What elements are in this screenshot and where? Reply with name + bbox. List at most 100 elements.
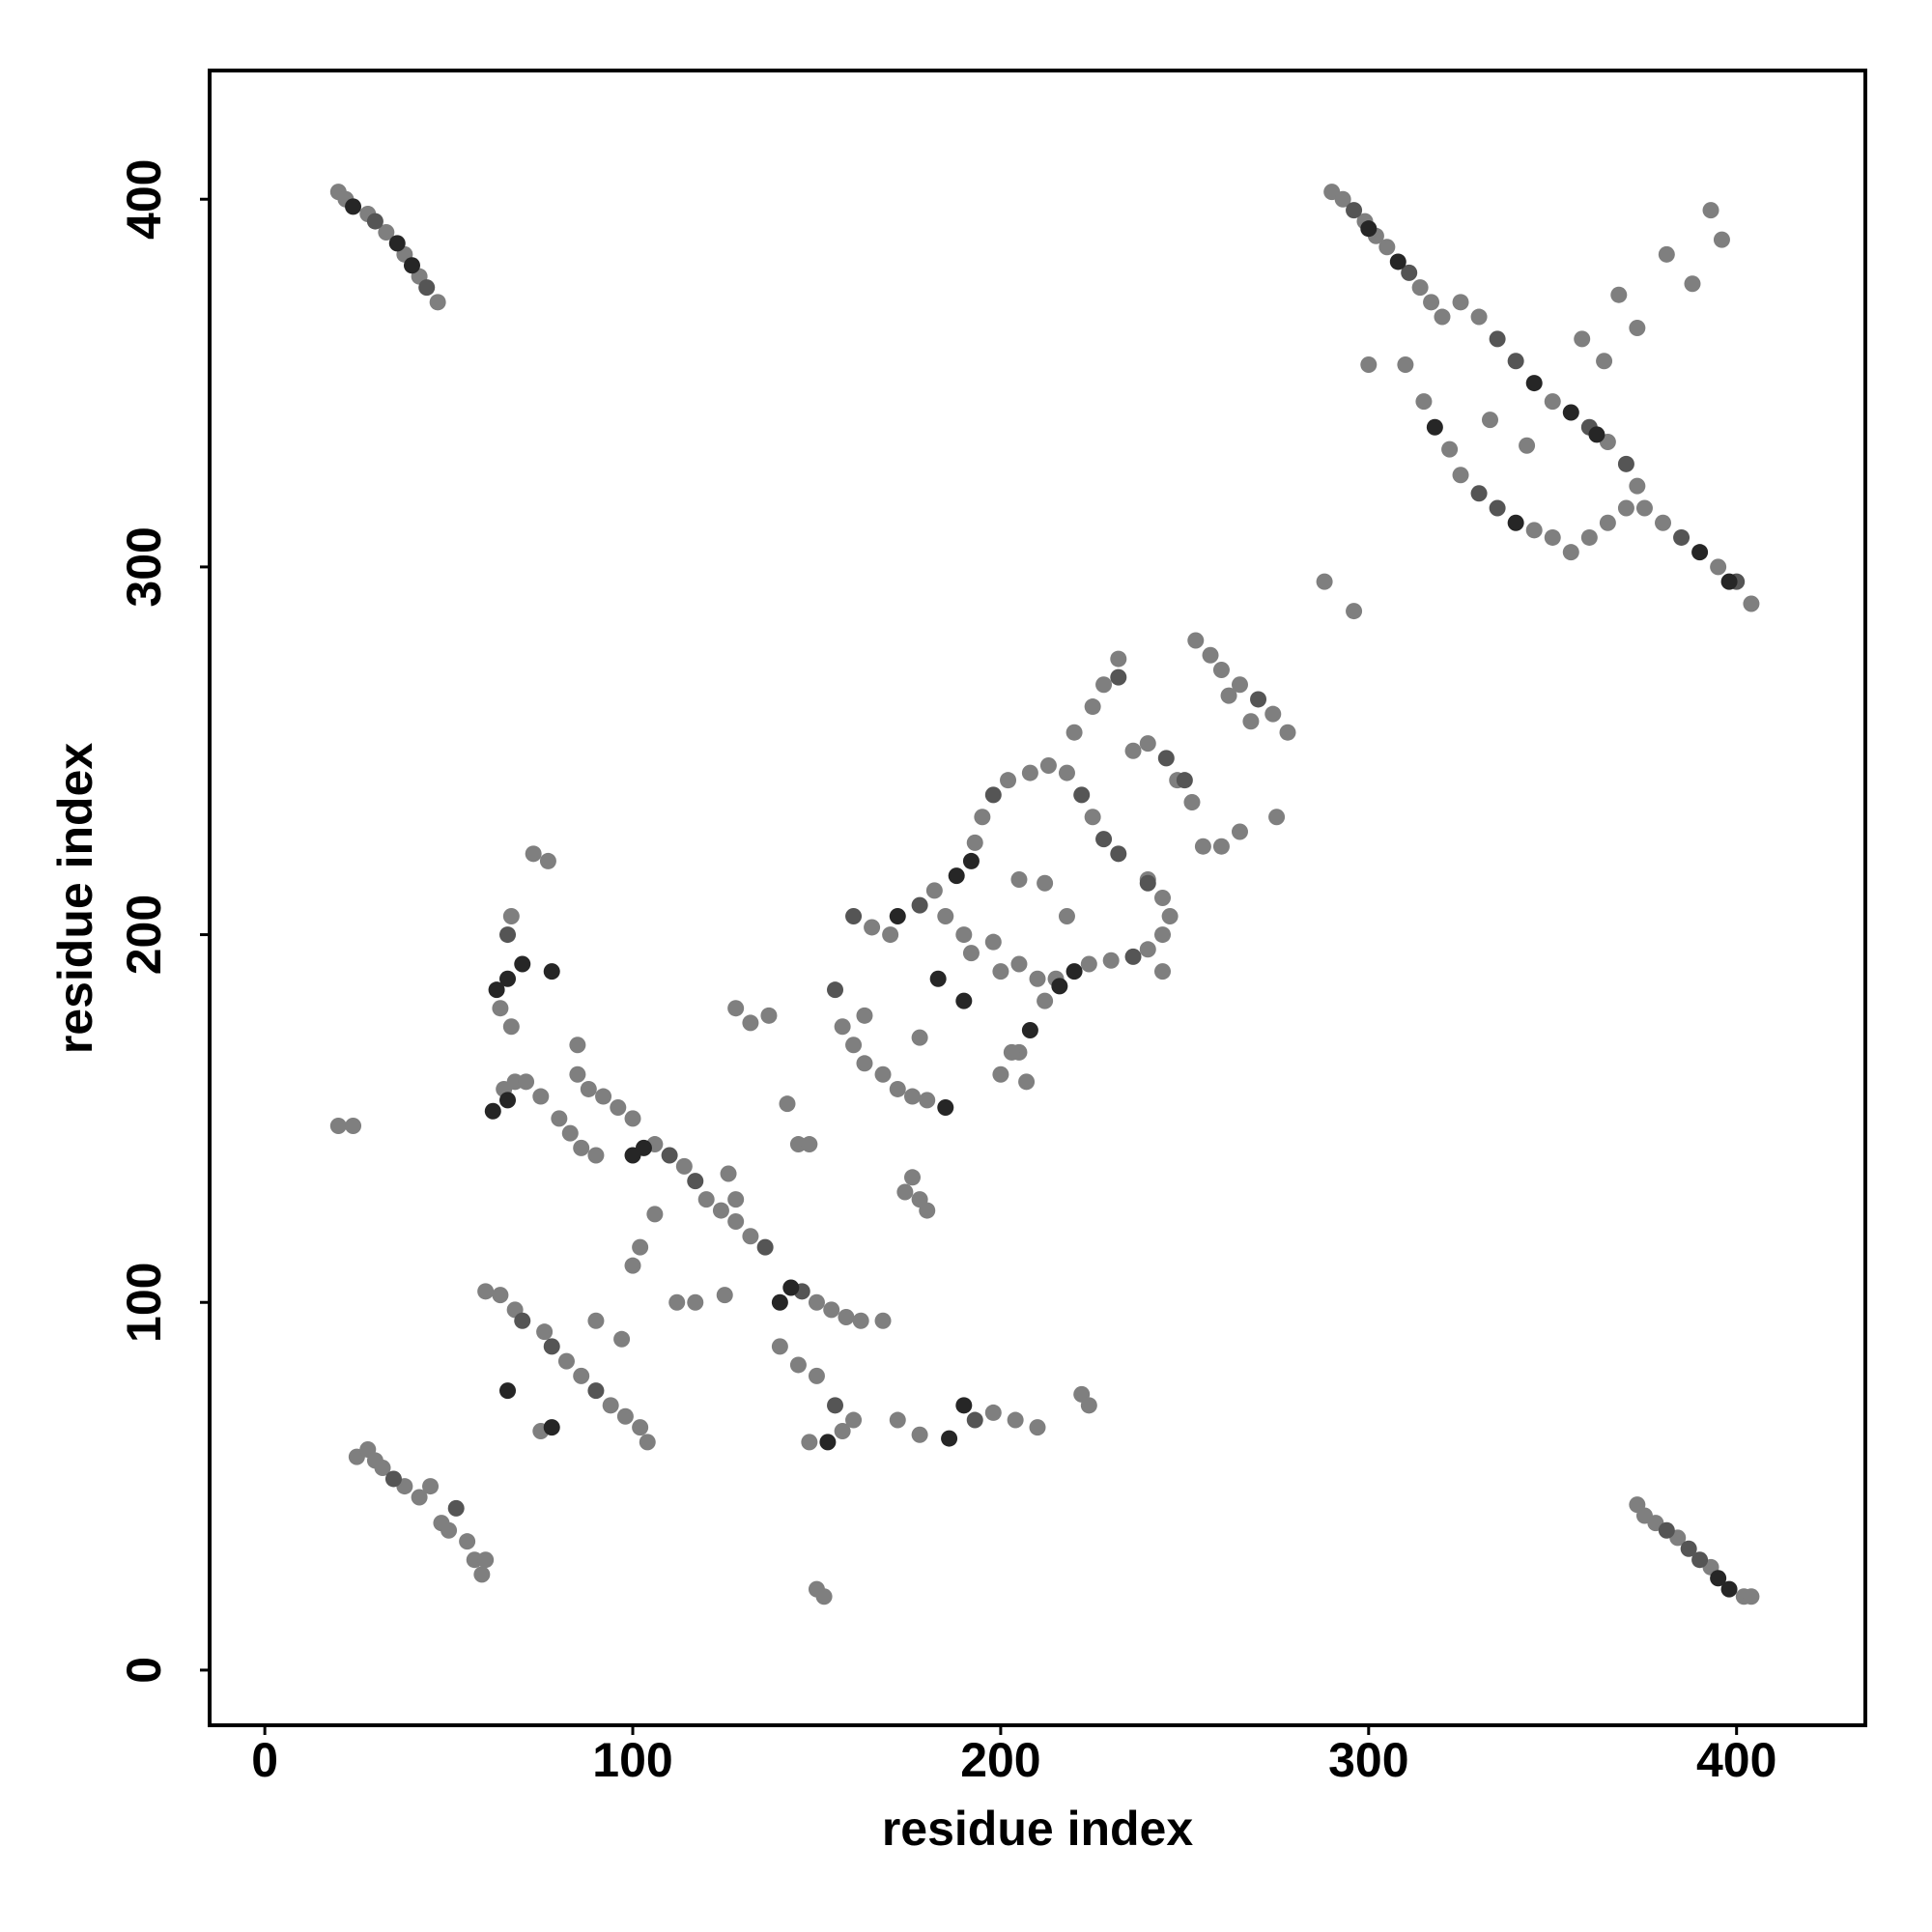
point: [1154, 890, 1172, 906]
point: [1599, 514, 1616, 531]
point: [911, 1029, 928, 1046]
point: [1000, 772, 1017, 789]
point: [1080, 1397, 1097, 1414]
point: [477, 1283, 495, 1300]
point: [1021, 1022, 1038, 1039]
point: [602, 1397, 619, 1414]
point: [941, 1430, 958, 1447]
point: [1095, 676, 1113, 694]
point: [1673, 528, 1690, 546]
point: [1743, 595, 1760, 612]
point: [687, 1293, 704, 1311]
point: [1039, 756, 1057, 774]
point: [1710, 558, 1727, 576]
point: [366, 213, 384, 230]
point: [1007, 1411, 1024, 1429]
point: [525, 845, 542, 863]
point: [616, 1407, 634, 1425]
plot-area: [329, 184, 1760, 1605]
point: [492, 1000, 509, 1017]
point: [1102, 952, 1120, 969]
point: [484, 1102, 501, 1120]
point: [1415, 393, 1433, 411]
point: [992, 963, 1009, 980]
point: [1065, 963, 1083, 980]
point: [801, 1434, 818, 1451]
point: [1242, 713, 1260, 730]
point: [1378, 239, 1396, 256]
point: [1596, 353, 1613, 370]
point: [1051, 978, 1068, 995]
point: [984, 786, 1002, 804]
point: [815, 1588, 833, 1605]
point: [1680, 1540, 1697, 1557]
point: [580, 1080, 597, 1097]
point: [635, 1139, 652, 1156]
point: [624, 1110, 641, 1127]
point: [856, 1055, 873, 1072]
point: [1231, 823, 1248, 840]
point: [827, 1397, 844, 1414]
point: [1452, 467, 1469, 484]
point: [488, 981, 505, 999]
point: [948, 867, 965, 885]
point: [889, 908, 906, 925]
point: [1525, 522, 1543, 539]
point: [823, 1301, 840, 1319]
point: [882, 926, 899, 944]
point: [1346, 202, 1363, 219]
point: [1010, 955, 1028, 973]
point: [1279, 724, 1296, 741]
point: [1316, 573, 1333, 590]
point: [499, 1092, 517, 1109]
point: [1507, 514, 1524, 531]
point: [1629, 477, 1646, 495]
point: [742, 1228, 759, 1245]
y-tick-label: 400: [117, 159, 171, 240]
point: [727, 1191, 745, 1208]
point: [573, 1139, 590, 1156]
point: [1220, 687, 1237, 704]
point: [1157, 750, 1175, 767]
point: [1139, 874, 1156, 892]
point: [624, 1257, 641, 1274]
point: [1194, 838, 1211, 855]
point: [532, 1088, 550, 1105]
point: [1434, 308, 1451, 326]
point: [569, 1065, 586, 1083]
point: [1212, 838, 1230, 855]
point: [1212, 661, 1230, 678]
point: [856, 1007, 873, 1024]
point: [345, 1118, 362, 1135]
point: [1562, 404, 1579, 421]
point: [384, 1470, 402, 1488]
point: [834, 1018, 851, 1036]
point: [1110, 845, 1127, 863]
point: [874, 1065, 892, 1083]
point: [1110, 650, 1127, 668]
point: [1489, 330, 1506, 348]
point: [1010, 870, 1028, 888]
point: [668, 1293, 686, 1311]
point: [388, 235, 406, 252]
point: [378, 223, 395, 241]
point: [896, 1183, 914, 1201]
point: [1401, 264, 1418, 281]
point: [595, 1088, 612, 1105]
point: [1065, 724, 1083, 741]
point: [819, 1434, 837, 1451]
point: [1562, 544, 1579, 561]
point: [1084, 809, 1101, 826]
point: [962, 852, 980, 869]
point: [919, 1092, 936, 1109]
point: [514, 955, 531, 973]
point: [1635, 499, 1653, 517]
point: [889, 1411, 906, 1429]
point: [1691, 1551, 1709, 1569]
point: [760, 1007, 778, 1024]
point: [1470, 308, 1488, 326]
point: [919, 1202, 936, 1219]
point: [966, 834, 983, 851]
point: [720, 1165, 737, 1182]
point: [1231, 676, 1248, 694]
